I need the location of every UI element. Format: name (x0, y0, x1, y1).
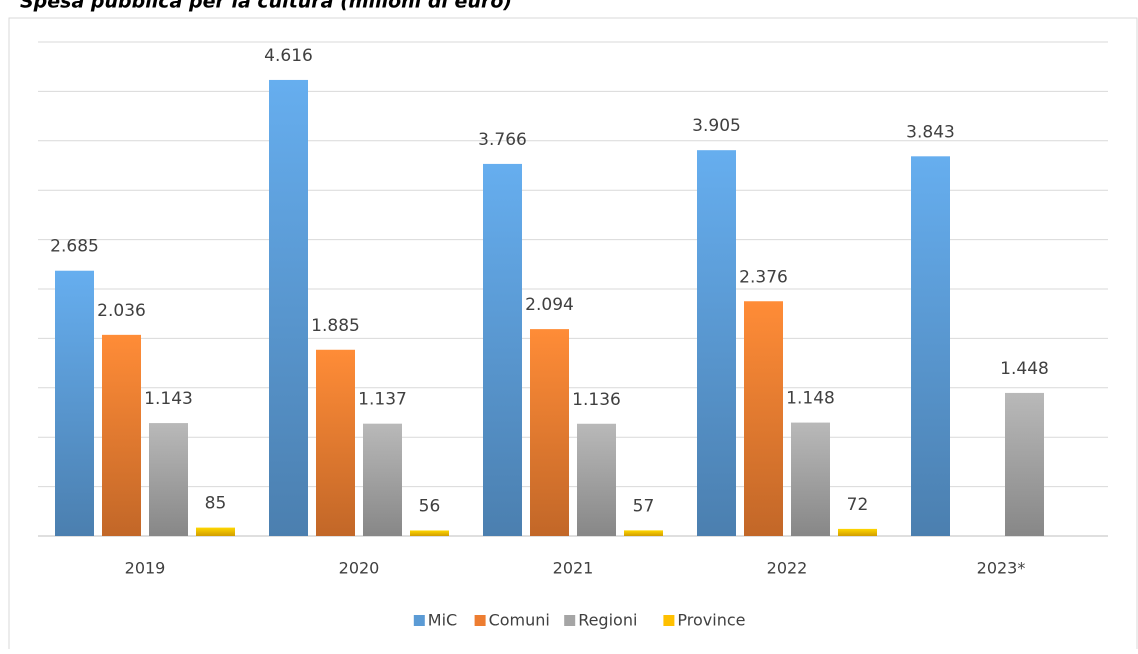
value-label: 1.137 (358, 390, 407, 410)
value-label: 72 (847, 495, 869, 515)
bar (316, 349, 355, 536)
legend-label: Regioni (578, 611, 637, 630)
bar (363, 423, 402, 536)
value-label: 2.094 (525, 295, 574, 315)
value-label: 4.616 (264, 46, 313, 66)
legend-label: Comuni (489, 611, 550, 630)
legend-label: Province (677, 611, 745, 630)
value-label: 2.685 (50, 237, 99, 257)
value-label: 1.885 (311, 316, 360, 336)
bar (838, 528, 877, 536)
x-tick-label: 2022 (767, 559, 808, 578)
legend-swatch (474, 615, 486, 626)
value-label: 3.766 (478, 130, 527, 150)
bar (410, 530, 449, 536)
value-label: 1.136 (572, 390, 621, 410)
legend-label: MiC (428, 611, 457, 630)
bar (196, 527, 235, 536)
bar (791, 422, 830, 536)
bar (269, 79, 308, 536)
bar (1005, 392, 1044, 536)
legend-swatch (413, 615, 425, 626)
x-tick-label: 2023* (977, 559, 1026, 578)
legend-swatch (663, 615, 675, 626)
bar (102, 334, 141, 536)
bar (624, 530, 663, 536)
value-label: 57 (633, 496, 655, 516)
value-label: 85 (205, 494, 227, 514)
bar (530, 329, 569, 536)
bar (55, 270, 94, 536)
value-label: 3.905 (692, 116, 741, 136)
value-label: 1.148 (786, 389, 835, 409)
bar (911, 156, 950, 537)
x-tick-label: 2019 (125, 559, 166, 578)
value-label: 1.448 (1000, 359, 1049, 379)
chart-frame (8, 17, 1138, 654)
bar (483, 163, 522, 537)
value-label: 56 (419, 496, 441, 516)
x-tick-label: 2021 (553, 559, 594, 578)
chart-title: Spesa pubblica per la cultura (milioni d… (20, 0, 512, 13)
legend-swatch (564, 615, 576, 626)
value-label: 2.036 (97, 301, 146, 321)
value-label: 1.143 (144, 389, 193, 409)
x-tick-label: 2020 (339, 559, 380, 578)
bar (744, 301, 783, 536)
value-label: 3.843 (906, 122, 955, 142)
bar (697, 150, 736, 536)
value-label: 2.376 (739, 267, 788, 287)
bar (577, 423, 616, 536)
bar (149, 423, 188, 536)
